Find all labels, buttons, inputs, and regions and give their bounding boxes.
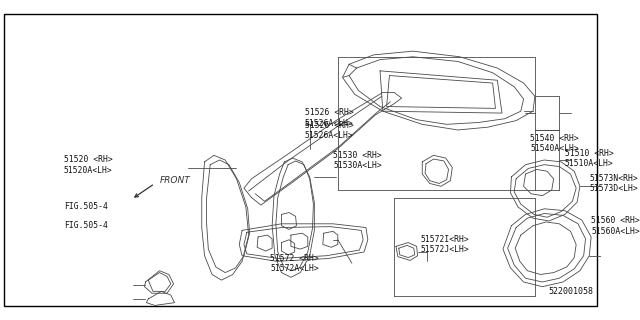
Text: 51530 <RH>
51530A<LH>: 51530 <RH> 51530A<LH> xyxy=(333,151,382,170)
Text: FIG.505-4: FIG.505-4 xyxy=(64,203,108,212)
Text: 51560 <RH>
51560A<LH>: 51560 <RH> 51560A<LH> xyxy=(591,216,640,236)
Text: 51572I<RH>
51572J<LH>: 51572I<RH> 51572J<LH> xyxy=(420,235,469,254)
Text: 51526 <RH>
51526A<LH>: 51526 <RH> 51526A<LH> xyxy=(305,108,354,128)
Text: FIG.505-4: FIG.505-4 xyxy=(64,221,108,230)
Text: 51510 <RH>
51510A<LH>: 51510 <RH> 51510A<LH> xyxy=(565,149,614,168)
Text: 51526 <RH>
51526A<LH>: 51526 <RH> 51526A<LH> xyxy=(305,121,354,140)
Text: 51520 <RH>
51520A<LH>: 51520 <RH> 51520A<LH> xyxy=(64,155,113,175)
Text: 51572 <RH>
51572A<LH>: 51572 <RH> 51572A<LH> xyxy=(270,254,319,273)
Text: 51573N<RH>
51573D<LH>: 51573N<RH> 51573D<LH> xyxy=(589,174,638,194)
Text: 522001058: 522001058 xyxy=(548,287,593,296)
Text: 51540 <RH>
51540A<LH>: 51540 <RH> 51540A<LH> xyxy=(530,134,579,153)
Text: FRONT: FRONT xyxy=(159,176,190,185)
